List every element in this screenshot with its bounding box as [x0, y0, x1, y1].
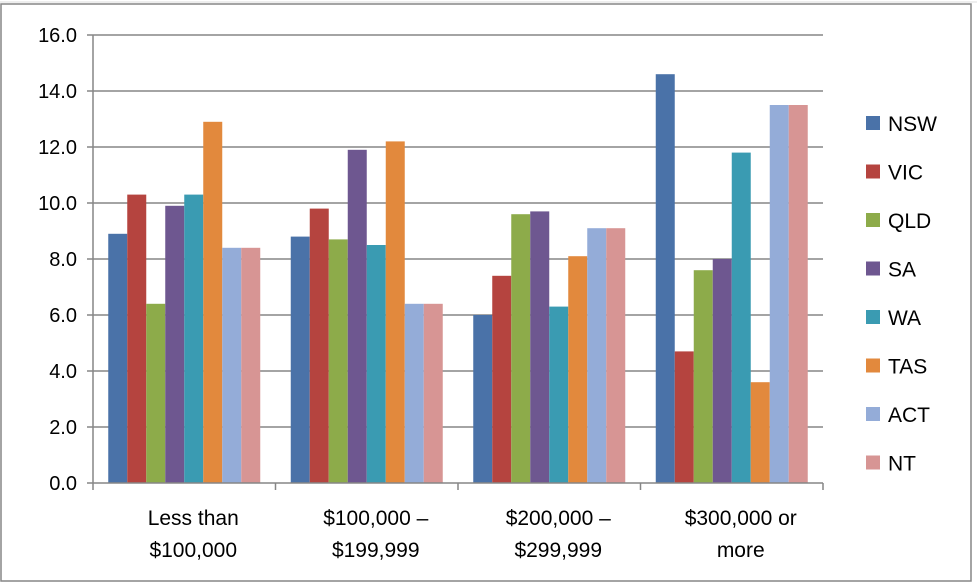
- bar-nt: [423, 303, 443, 483]
- y-tick-label: 2.0: [49, 417, 77, 439]
- bar-sa: [165, 205, 185, 484]
- legend-swatch-act: [866, 407, 880, 421]
- bar-nsw: [473, 315, 493, 483]
- bar-nsw: [290, 236, 310, 483]
- bar-nsw: [655, 74, 675, 483]
- x-tick-label: more: [717, 539, 765, 562]
- legend-label: WA: [888, 307, 921, 330]
- bar-sa: [530, 211, 550, 483]
- bar-tas: [568, 256, 588, 483]
- legend-swatch-wa: [866, 310, 880, 324]
- legend-label: NT: [888, 453, 916, 476]
- bars: [108, 74, 808, 484]
- legend-label: ACT: [888, 404, 930, 427]
- bar-qld: [693, 270, 713, 483]
- bar-nt: [241, 247, 261, 483]
- y-tick-label: 16.0: [38, 25, 77, 47]
- bar-tas: [750, 382, 770, 483]
- bar-sa: [347, 149, 367, 484]
- y-tick-label: 0.0: [49, 473, 77, 495]
- bar-vic: [127, 194, 147, 483]
- y-tick-label: 4.0: [49, 361, 77, 383]
- legend-label: SA: [888, 259, 916, 282]
- legend-swatch-sa: [866, 261, 880, 276]
- bar-act: [404, 303, 424, 483]
- bar-qld: [511, 214, 531, 483]
- y-tick-label: 8.0: [49, 249, 77, 271]
- bar-wa: [366, 245, 386, 483]
- legend-swatch-tas: [866, 358, 880, 373]
- bar-nt: [788, 105, 808, 483]
- x-tick-label: $200,000 –: [506, 507, 611, 530]
- bar-qld: [146, 303, 166, 483]
- bar-vic: [492, 275, 512, 483]
- bar-vic: [674, 351, 694, 483]
- bar-qld: [328, 239, 348, 483]
- bar-sa: [712, 259, 732, 483]
- bar-tas: [203, 121, 223, 484]
- bar-wa: [184, 194, 204, 483]
- x-tick-label: Less than: [148, 507, 239, 530]
- x-tick-label: $100,000: [149, 539, 237, 562]
- bar-nsw: [108, 233, 128, 483]
- bar-act: [587, 228, 607, 483]
- legend-swatch-nsw: [866, 116, 880, 130]
- legend: NSW VIC QLD SA WA TAS ACT NT: [866, 113, 937, 476]
- y-tick-label: 6.0: [49, 305, 77, 327]
- chart-border: [0, 3, 972, 582]
- y-tick-label: 10.0: [38, 193, 77, 215]
- y-tick-labels: 0.0 2.0 4.0 6.0 8.0 10.0 12.0 14.0 16.0: [38, 25, 77, 495]
- x-tick-label: $300,000 or: [685, 507, 797, 530]
- bar-wa: [549, 306, 569, 483]
- plot-area: 0.0 2.0 4.0 6.0 8.0 10.0 12.0 14.0 16.0 Less tha…: [38, 25, 824, 562]
- legend-label: NSW: [888, 113, 937, 136]
- bar-vic: [309, 208, 329, 483]
- x-tick-label: $199,999: [332, 539, 420, 562]
- x-tick-label: $100,000 –: [323, 507, 428, 530]
- axes: [87, 34, 824, 490]
- bar-nt: [606, 228, 626, 483]
- x-tick-labels: Less than $100,000 $100,000 – $199,999 $200,…: [148, 507, 797, 562]
- legend-swatch-vic: [866, 164, 880, 179]
- x-tick-label: $299,999: [514, 539, 602, 562]
- legend-label: QLD: [888, 210, 931, 233]
- bar-act: [769, 105, 789, 483]
- y-tick-label: 14.0: [38, 81, 77, 103]
- y-tick-label: 12.0: [38, 137, 77, 159]
- legend-swatch-nt: [866, 455, 880, 470]
- bar-tas: [385, 141, 405, 483]
- bar-act: [222, 247, 242, 483]
- legend-label: TAS: [888, 356, 927, 379]
- legend-label: VIC: [888, 162, 923, 185]
- bar-wa: [731, 152, 751, 483]
- legend-swatch-qld: [866, 213, 880, 227]
